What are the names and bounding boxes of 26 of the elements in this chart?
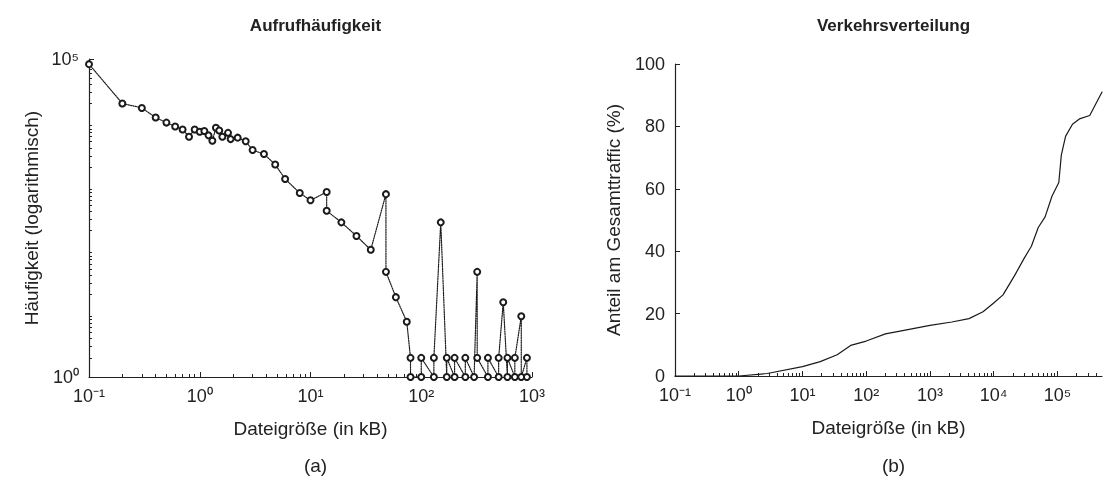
y-tick-label: 60	[644, 178, 665, 199]
x-tick-label: 10³	[518, 386, 546, 406]
x-tick-label: 10⁻¹	[72, 386, 106, 406]
y-tick-label: 40	[644, 241, 665, 262]
x-tick-label: 10²	[408, 386, 435, 406]
text: (b)	[881, 455, 906, 476]
y-tick-label: 100	[634, 54, 665, 74]
x-tick-label: 10⁰	[725, 385, 752, 405]
x-tick-label: 10¹	[789, 385, 816, 405]
y-tick-label: 0	[654, 366, 665, 386]
chart-title: Aufrufhäufigkeit	[249, 16, 382, 35]
y-tick-label: 80	[644, 116, 665, 137]
x-tick-label: 10⁻¹	[658, 385, 692, 405]
x-tick-label: 10⁴	[979, 385, 1008, 405]
x-tick-label: 10³	[916, 385, 943, 405]
text: (a)	[303, 455, 328, 476]
x-axis-title: Dateigröße (in kB)	[811, 417, 966, 438]
y-axis-title: Häufigkeit (logarithmisch)	[20, 110, 42, 326]
x-tick-label: 10⁰	[186, 386, 213, 406]
y-tick-label: 20	[644, 303, 665, 324]
x-tick-label: 10²	[853, 385, 880, 405]
x-tick-label: 10¹	[297, 386, 324, 406]
y-axis-title: Anteil am Gesamttraffic (%)	[603, 104, 624, 336]
chart-title: Verkehrsverteilung	[816, 16, 971, 35]
x-axis-title: Dateigröße (in kB)	[233, 418, 388, 439]
x-tick-label: 10⁵	[1043, 385, 1072, 405]
